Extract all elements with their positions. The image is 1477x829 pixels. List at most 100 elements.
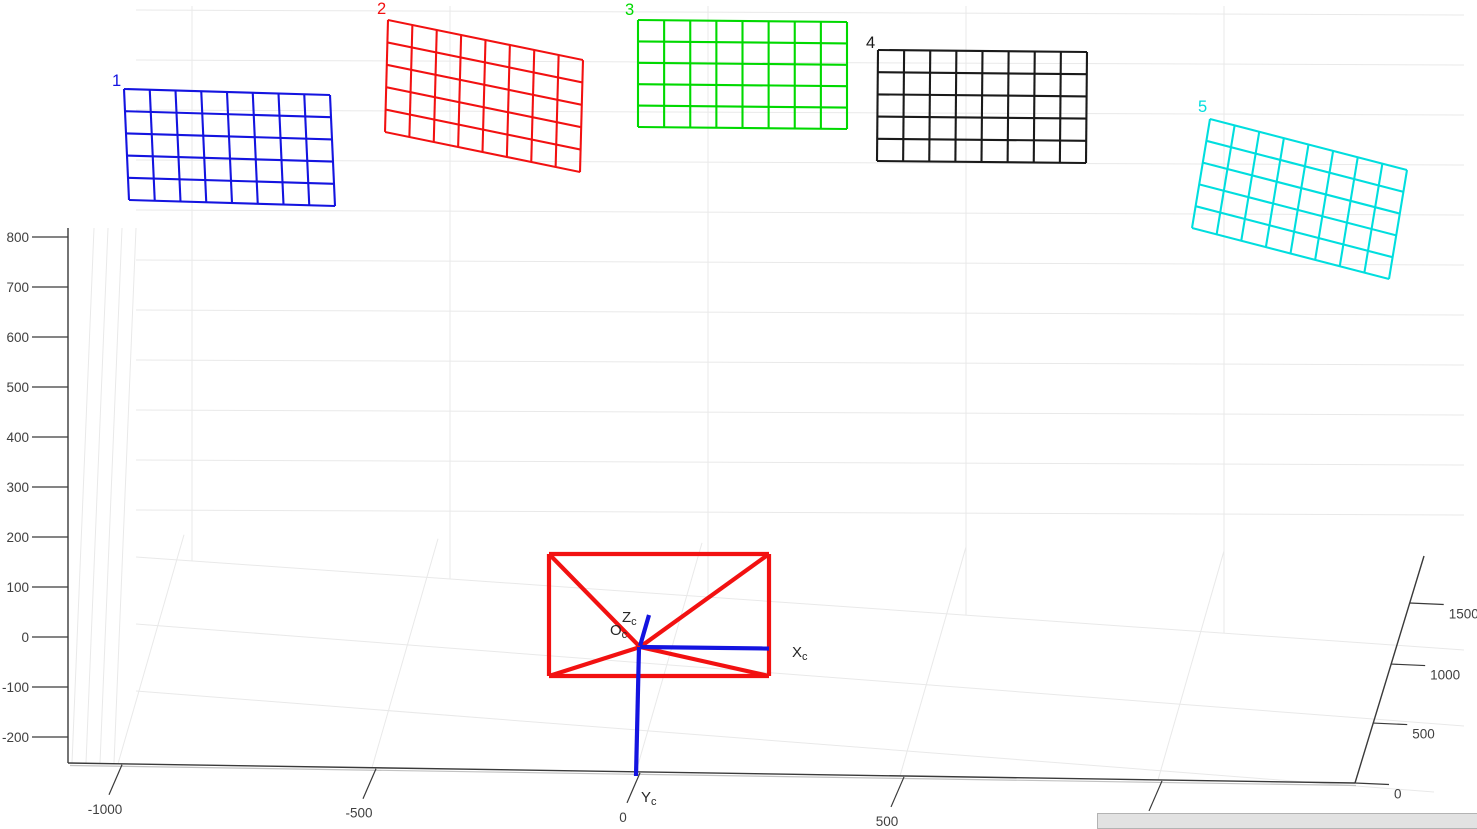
depth-axis-tick-label: 0: [1394, 787, 1402, 802]
x-axis-tick: [1148, 780, 1163, 812]
board-grid-line: [877, 115, 1087, 120]
x-axis-tick-label: 0: [619, 810, 627, 825]
board-grid-line: [124, 110, 332, 119]
board-grid-line: [902, 50, 906, 162]
board-grid-line: [1032, 51, 1036, 163]
board-grid-line: [876, 159, 1087, 165]
x-axis-tick: [890, 776, 905, 808]
x-axis-tick-label: -1000: [88, 802, 123, 817]
board-grid-line: [877, 71, 1087, 76]
calibration-board-1: [122, 87, 337, 208]
floor-grid-line: [135, 690, 1435, 793]
board-grid-line: [1058, 51, 1062, 163]
frustum-ray: [639, 644, 770, 679]
wall-grid-line: [135, 109, 1465, 116]
board-label-2: 2: [377, 0, 386, 18]
board-grid-line: [1240, 131, 1261, 242]
calibration-board-3: [636, 18, 849, 131]
board-grid-line: [1191, 226, 1390, 281]
board-grid-line: [1006, 51, 1010, 163]
board-grid-line: [408, 24, 414, 138]
board-grid-line: [638, 83, 847, 88]
board-label-3: 3: [625, 1, 634, 19]
board-grid-line: [328, 94, 337, 207]
board-label-5: 5: [1198, 98, 1207, 116]
depth-axis-tick: [1354, 782, 1390, 786]
board-grid-line: [481, 39, 487, 153]
z-axis-tick-label: 400: [6, 430, 29, 445]
z-axis-tick-label: 0: [21, 630, 29, 645]
board-grid-line: [1363, 163, 1384, 273]
x-axis-tick: [626, 772, 641, 804]
board-label-1: 1: [112, 72, 121, 90]
wall-grid-line: [135, 309, 1465, 316]
board-grid-line: [578, 59, 585, 173]
board-grid-line: [530, 49, 536, 163]
z-axis-tick-label: 800: [6, 230, 29, 245]
calibration-board-5: [1190, 117, 1409, 281]
x-axis-tick: [108, 764, 123, 796]
board-grid-line: [387, 41, 583, 84]
board-grid-line: [386, 63, 582, 106]
board-grid-line: [980, 50, 984, 163]
board-grid-line: [1387, 169, 1409, 280]
board-grid-line: [277, 93, 285, 205]
board-grid-line: [638, 61, 847, 66]
board-grid-line: [877, 137, 1087, 142]
board-grid-line: [1199, 183, 1397, 237]
board-grid-line: [123, 87, 331, 97]
board-grid-line: [432, 29, 438, 143]
floor-grid-line: [635, 542, 703, 772]
camera-z-axis-line: [637, 614, 652, 647]
background-grid: [71, 6, 1465, 793]
camera-x-axis-line: [639, 644, 770, 651]
z-axis-tick-label: 200: [6, 530, 29, 545]
z-axis-tick-label: -200: [2, 730, 29, 745]
x-axis-tick-label: 500: [876, 814, 899, 828]
depth-axis-line: [1354, 555, 1425, 784]
wall-grid-line: [135, 509, 1465, 516]
board-grid-line: [1289, 144, 1310, 254]
z-axis-tick-label: 700: [6, 280, 29, 295]
wall-grid-line: [135, 209, 1465, 216]
left-wall-grid-line: [85, 227, 109, 764]
z-axis-tick-label: 500: [6, 380, 29, 395]
wall-grid-line: [135, 159, 1465, 166]
board-grid-line: [877, 48, 1088, 54]
x-axis-tick: [362, 768, 377, 799]
wall-grid-line: [135, 359, 1465, 366]
board-grid-line: [125, 132, 333, 141]
board-grid-line: [1264, 137, 1285, 248]
wall-grid-line: [135, 459, 1465, 466]
frustum-ray: [547, 552, 642, 649]
board-grid-line: [638, 18, 847, 24]
board-grid-line: [128, 198, 336, 208]
board-grid-line: [554, 54, 560, 168]
board-grid-line: [126, 154, 334, 163]
board-grid-line: [505, 44, 511, 158]
board-grid-line: [385, 108, 581, 151]
frustum-ray: [548, 644, 641, 679]
board-grid-line: [638, 125, 847, 131]
frustum-ray: [638, 552, 771, 649]
horizontal-scrollbar[interactable]: [1097, 813, 1477, 829]
x-axis-tick-label: -500: [345, 806, 372, 821]
z-axis-tick-label: 300: [6, 480, 29, 495]
board-grid-line: [638, 40, 847, 45]
board-grid-line: [384, 130, 581, 174]
board-grid-line: [638, 104, 847, 109]
depth-axis-tick: [1373, 722, 1408, 726]
board-grid-line: [200, 91, 208, 203]
board-grid-line: [251, 92, 259, 204]
wall-grid-line: [135, 259, 1465, 266]
camera-y-axis-line: [633, 646, 642, 777]
board-grid-line: [928, 50, 932, 162]
camera-origin-label: Oc: [610, 622, 628, 641]
board-grid-line: [1215, 125, 1236, 235]
board-grid-line: [127, 176, 335, 185]
z-axis-tick-label: 600: [6, 330, 29, 345]
board-grid-line: [1195, 205, 1393, 259]
